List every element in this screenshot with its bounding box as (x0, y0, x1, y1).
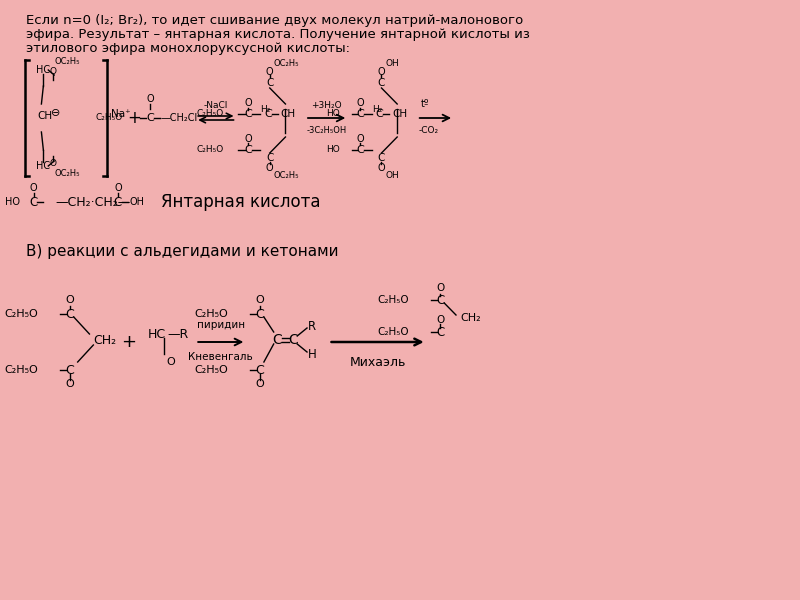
Text: -NaCl: -NaCl (204, 101, 228, 110)
Text: C₂H₅O: C₂H₅O (378, 295, 409, 305)
Text: C₂H₅O: C₂H₅O (95, 113, 122, 122)
Text: H: H (308, 347, 317, 361)
Text: O: O (255, 295, 264, 305)
Text: O: O (166, 357, 174, 367)
Text: C: C (376, 109, 383, 119)
Text: C: C (378, 78, 385, 88)
Text: HC: HC (35, 161, 50, 171)
Text: Na⁺: Na⁺ (111, 109, 130, 119)
Text: HO: HO (326, 109, 340, 118)
Text: —CH₂Cl: —CH₂Cl (161, 113, 198, 123)
Text: +: + (121, 333, 136, 351)
Text: OH: OH (386, 172, 399, 181)
Text: C: C (266, 153, 274, 163)
Text: CH₂: CH₂ (94, 334, 117, 346)
Text: C: C (66, 307, 74, 320)
Text: CH: CH (38, 111, 53, 121)
Text: —CH₂·CH₂—: —CH₂·CH₂— (55, 196, 130, 208)
Text: C: C (273, 333, 282, 347)
Text: C: C (66, 364, 74, 377)
Text: эфира. Результат – янтарная кислота. Получение янтарной кислоты из: эфира. Результат – янтарная кислота. Пол… (26, 28, 530, 41)
Text: O: O (244, 134, 252, 144)
Text: -CO₂: -CO₂ (418, 126, 439, 135)
Text: C: C (244, 145, 252, 155)
Text: R: R (308, 319, 316, 332)
Text: CH: CH (392, 109, 407, 119)
Text: CH₂: CH₂ (460, 313, 481, 323)
Text: OC₂H₅: OC₂H₅ (274, 58, 299, 67)
Text: C: C (255, 364, 264, 377)
Text: Янтарная кислота: Янтарная кислота (161, 193, 321, 211)
Text: -3C₂H₅OH: -3C₂H₅OH (306, 126, 346, 135)
Text: C₂H₅O: C₂H₅O (5, 309, 38, 319)
Text: O: O (146, 94, 154, 104)
Text: O: O (378, 67, 386, 77)
Text: H₂: H₂ (260, 104, 270, 113)
Text: C: C (436, 293, 445, 307)
Text: O: O (378, 163, 386, 173)
Text: O: O (266, 163, 274, 173)
Text: C: C (264, 109, 272, 119)
Text: HO: HO (326, 145, 340, 154)
Text: C: C (436, 325, 445, 338)
Text: O: O (436, 315, 445, 325)
Text: OC₂H₅: OC₂H₅ (274, 172, 299, 181)
Text: O: O (50, 160, 57, 169)
Text: Михаэль: Михаэль (350, 356, 406, 369)
Text: C: C (266, 78, 274, 88)
Text: C: C (30, 196, 38, 208)
Text: OC₂H₅: OC₂H₅ (54, 58, 80, 67)
Text: ⊖: ⊖ (51, 108, 61, 118)
Text: пиридин: пиридин (197, 320, 245, 330)
Text: C₂H₅O: C₂H₅O (197, 145, 224, 154)
Text: C: C (114, 196, 122, 208)
Text: C: C (356, 145, 364, 155)
Text: C: C (244, 109, 252, 119)
Text: O: O (436, 283, 445, 293)
Text: —R: —R (168, 328, 189, 340)
Text: CH: CH (281, 109, 296, 119)
Text: этилового эфира монохлоруксусной кислоты:: этилового эфира монохлоруксусной кислоты… (26, 42, 350, 55)
Text: OH: OH (130, 197, 145, 207)
Text: В) реакции с альдегидами и кетонами: В) реакции с альдегидами и кетонами (26, 244, 338, 259)
Text: OC₂H₅: OC₂H₅ (54, 169, 80, 178)
Text: H₂: H₂ (372, 104, 382, 113)
Text: O: O (66, 379, 74, 389)
Text: +3H₂O: +3H₂O (311, 101, 342, 110)
Text: O: O (114, 183, 122, 193)
Text: C₂H₅O: C₂H₅O (195, 309, 229, 319)
Text: C₂H₅O: C₂H₅O (197, 109, 224, 118)
Text: O: O (50, 67, 57, 76)
Text: HC: HC (148, 328, 166, 340)
Text: HO: HO (5, 197, 20, 207)
Text: O: O (266, 67, 274, 77)
Text: O: O (66, 295, 74, 305)
Text: C: C (378, 153, 385, 163)
Text: C: C (255, 307, 264, 320)
Text: C: C (146, 113, 154, 123)
Text: OH: OH (386, 58, 399, 67)
Text: C: C (356, 109, 364, 119)
Text: C: C (289, 333, 298, 347)
Text: Если n=0 (I₂; Br₂), то идет сшивание двух молекул натрий-малонового: Если n=0 (I₂; Br₂), то идет сшивание дву… (26, 14, 523, 27)
Text: C₂H₅O: C₂H₅O (5, 365, 38, 375)
Text: C₂H₅O: C₂H₅O (378, 327, 409, 337)
Text: O: O (30, 183, 38, 193)
Text: +: + (127, 109, 142, 127)
Text: O: O (356, 134, 364, 144)
Text: O: O (356, 98, 364, 108)
Text: Кневенгаль: Кневенгаль (188, 352, 253, 362)
Text: HC: HC (35, 65, 50, 75)
Text: O: O (255, 379, 264, 389)
Text: tº: tº (421, 99, 430, 109)
Text: C₂H₅O: C₂H₅O (195, 365, 229, 375)
Text: O: O (244, 98, 252, 108)
